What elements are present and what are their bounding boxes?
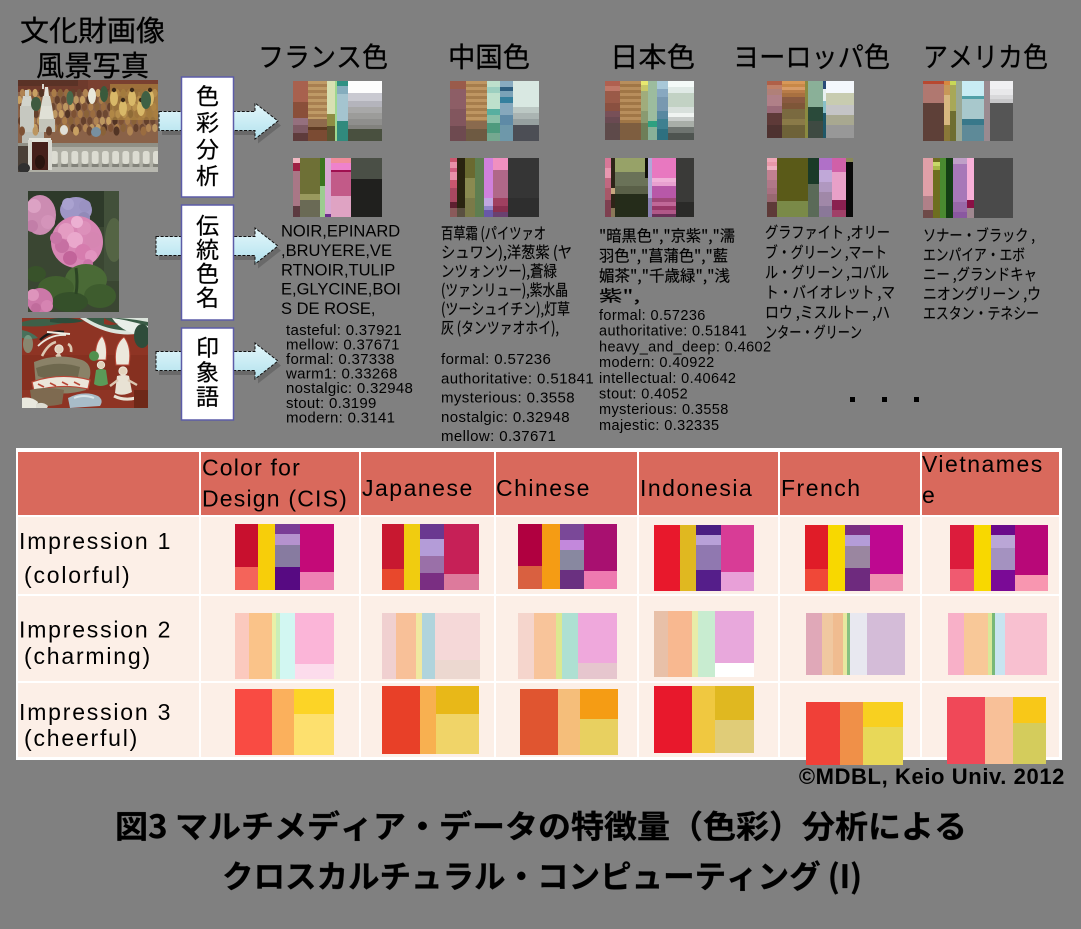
svg-text:formal: 0.57236: formal: 0.57236 [599, 308, 706, 324]
svg-text:warm1: 0.33268: warm1: 0.33268 [285, 366, 398, 383]
svg-text:NOIR,EPINARD: NOIR,EPINARD [281, 223, 400, 241]
svg-text:majestic: 0.32335: majestic: 0.32335 [599, 418, 719, 434]
svg-text:(cheerful): (cheerful) [24, 725, 139, 751]
svg-text:S DE ROSE,: S DE ROSE, [281, 300, 375, 318]
svg-text:mysterious: 0.3558: mysterious: 0.3558 [441, 390, 575, 407]
svg-text:Chinese: Chinese [496, 475, 591, 501]
svg-text:Vietnames: Vietnames [922, 451, 1044, 477]
svg-text:formal: 0.57236: formal: 0.57236 [441, 351, 551, 368]
svg-text:stout: 0.3199: stout: 0.3199 [286, 395, 377, 412]
svg-text:stout: 0.4052: stout: 0.4052 [599, 387, 688, 403]
svg-text:modern: 0.40922: modern: 0.40922 [599, 355, 715, 371]
svg-text:(charming): (charming) [24, 643, 152, 669]
svg-text:Design (CIS): Design (CIS) [202, 486, 348, 512]
svg-text:authoritative: 0.51841: authoritative: 0.51841 [599, 324, 747, 340]
svg-text:Indonesia: Indonesia [640, 475, 753, 501]
svg-text:nostalgic: 0.32948: nostalgic: 0.32948 [286, 380, 413, 397]
svg-text:©MDBL, Keio Univ. 2012: ©MDBL, Keio Univ. 2012 [799, 764, 1065, 789]
svg-text:heavy_and_deep: 0.4602: heavy_and_deep: 0.4602 [599, 339, 771, 355]
svg-text:intellectual: 0.40642: intellectual: 0.40642 [599, 371, 736, 387]
svg-text:Impression 3: Impression 3 [19, 699, 172, 725]
svg-text:Impression 2: Impression 2 [19, 617, 172, 643]
svg-text:formal: 0.37338: formal: 0.37338 [286, 351, 395, 368]
svg-text:nostalgic: 0.32948: nostalgic: 0.32948 [441, 409, 570, 426]
svg-text:Japanese: Japanese [362, 475, 474, 501]
svg-text:(colorful): (colorful) [24, 562, 131, 588]
svg-text:,BRUYERE,VE: ,BRUYERE,VE [281, 242, 392, 260]
svg-text:French: French [781, 475, 862, 501]
svg-text:mellow: 0.37671: mellow: 0.37671 [441, 428, 556, 445]
svg-text:Impression 1: Impression 1 [19, 528, 172, 554]
svg-text:E,GLYCINE,BOI: E,GLYCINE,BOI [281, 281, 401, 299]
svg-text:e: e [922, 482, 936, 508]
svg-text:authoritative: 0.51841: authoritative: 0.51841 [441, 370, 594, 387]
svg-text:tasteful: 0.37921: tasteful: 0.37921 [286, 322, 402, 339]
svg-text:mellow: 0.37671: mellow: 0.37671 [286, 337, 400, 354]
svg-text:Color for: Color for [202, 455, 301, 481]
svg-text:RTNOIR,TULIP: RTNOIR,TULIP [281, 261, 395, 279]
svg-text:mysterious: 0.3558: mysterious: 0.3558 [599, 402, 729, 418]
svg-text:modern: 0.3141: modern: 0.3141 [286, 409, 395, 426]
